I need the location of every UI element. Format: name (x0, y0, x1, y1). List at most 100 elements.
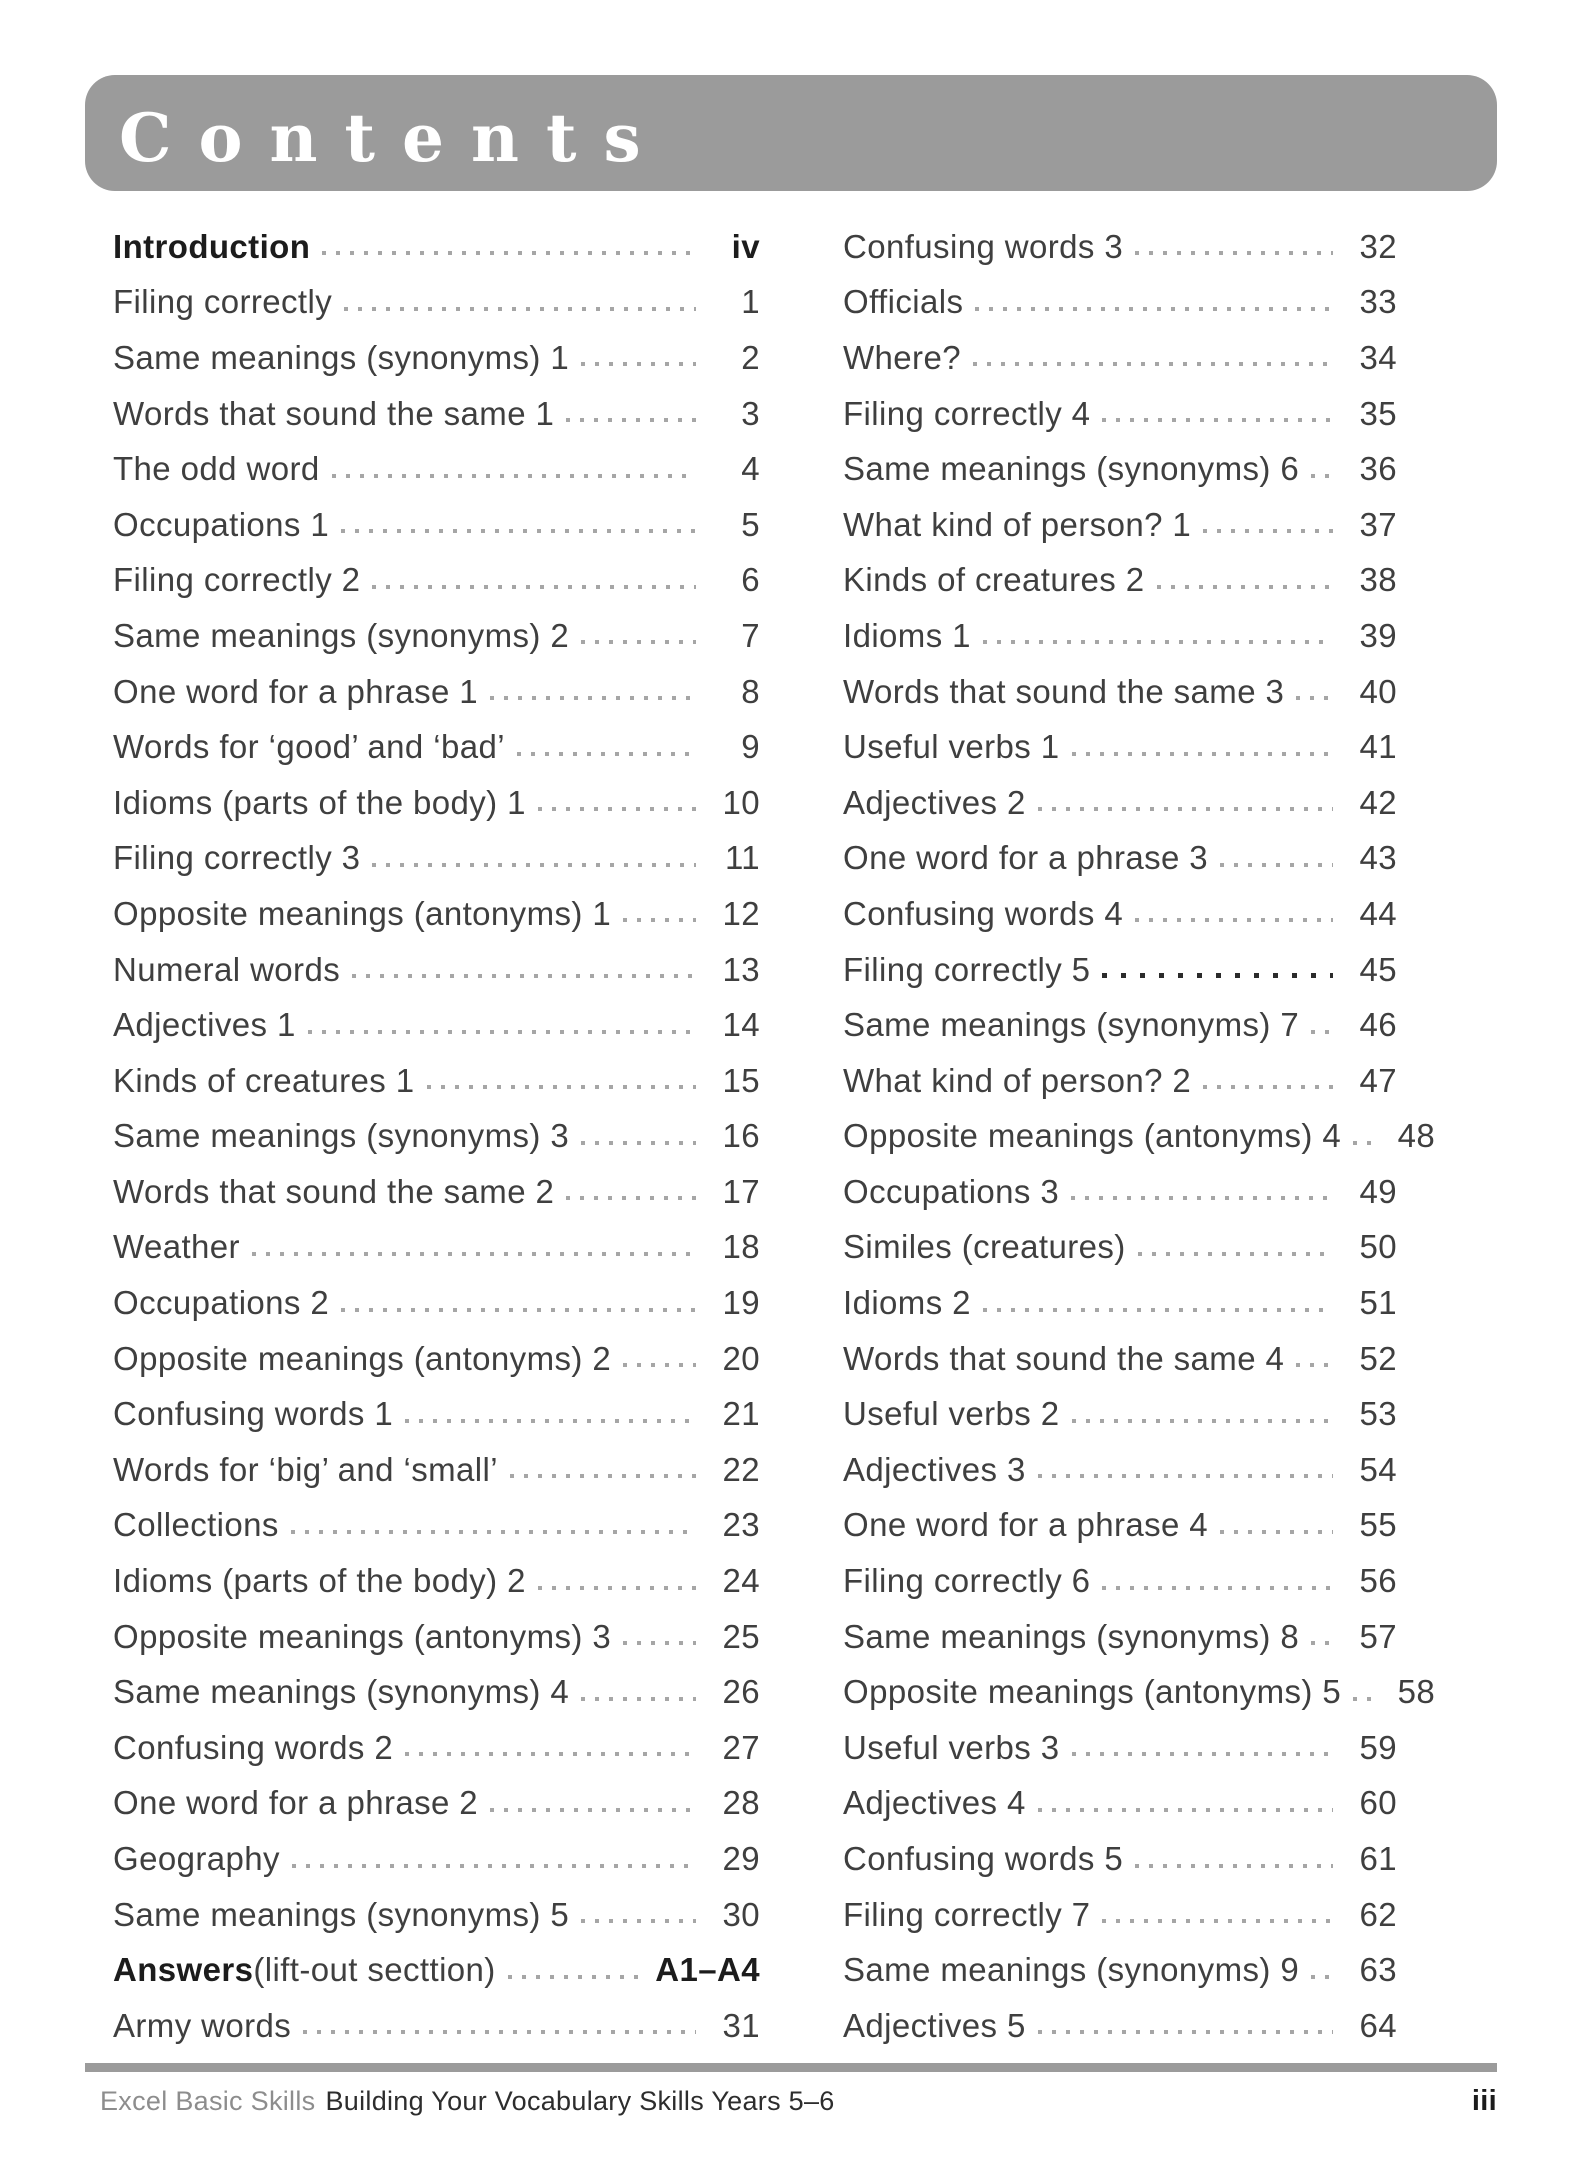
toc-entry-label: Words that sound the same 4 (843, 1339, 1285, 1377)
dotted-leader (623, 1620, 696, 1654)
dotted-leader (507, 1953, 642, 1987)
dotted-leader (341, 508, 696, 542)
dotted-leader (1102, 953, 1333, 987)
toc-entry-label: Words for ‘good’ and ‘bad’ (113, 728, 505, 766)
toc-row: Filing correctly 4 35 (843, 386, 1397, 442)
toc-entry-label: Filing correctly 4 (843, 394, 1091, 432)
toc-row: Similes (creatures) 50 (843, 1220, 1397, 1276)
dotted-leader (1203, 508, 1333, 542)
toc-row: One word for a phrase 4 55 (843, 1498, 1397, 1554)
toc-page-number: 34 (1359, 338, 1397, 376)
toc-row: Same meanings (synonyms) 1 2 (113, 330, 760, 386)
toc-page-number: 33 (1359, 283, 1397, 321)
dotted-leader (566, 397, 696, 431)
toc-page-number: 40 (1359, 672, 1397, 710)
toc-row: Same meanings (synonyms) 9 63 (843, 1942, 1397, 1998)
toc-entry-label: Occupations 2 (113, 1284, 330, 1322)
toc-entry-label: Adjectives 5 (843, 2006, 1026, 2044)
dotted-leader (1135, 897, 1333, 931)
toc-page-number: 36 (1359, 450, 1397, 488)
toc-row: Same meanings (synonyms) 2 7 (113, 608, 760, 664)
toc-row: Army words 31 (113, 1998, 760, 2054)
toc-page-number: 10 (722, 783, 760, 821)
dotted-leader (490, 1786, 696, 1820)
toc-row: Same meanings (synonyms) 8 57 (843, 1609, 1397, 1665)
dotted-leader (1102, 1564, 1333, 1598)
toc-row: Opposite meanings (antonyms) 1 12 (113, 886, 760, 942)
dotted-leader (581, 1898, 696, 1932)
dotted-leader (1311, 1008, 1333, 1042)
toc-page-number: 24 (722, 1562, 760, 1600)
toc-row: Numeral words 13 (113, 942, 760, 998)
toc-row: Opposite meanings (antonyms) 4 48 (843, 1109, 1435, 1165)
toc-row: Officials 33 (843, 275, 1397, 331)
toc-page-number: 4 (741, 450, 760, 488)
toc-columns: Introduction iv Filing correctly 1 Same mean… (113, 219, 1435, 2054)
dotted-leader (972, 341, 1333, 375)
toc-entry-label: Filing correctly 7 (843, 1895, 1091, 1933)
dotted-leader (1037, 786, 1333, 820)
toc-page-number: 51 (1359, 1284, 1397, 1322)
toc-page-number: 55 (1359, 1506, 1397, 1544)
toc-page-number: 7 (741, 616, 760, 654)
toc-entry-label: Same meanings (synonyms) 6 (843, 450, 1300, 488)
toc-entry-label-suffix: (lift-out secttion) (253, 1951, 496, 1989)
toc-row: Kinds of creatures 1 15 (113, 1053, 760, 1109)
toc-page-number: 22 (722, 1450, 760, 1488)
toc-row: Idioms 2 51 (843, 1275, 1397, 1331)
toc-page-number: 2 (741, 338, 760, 376)
toc-entry-label: Opposite meanings (antonyms) 4 (843, 1117, 1342, 1155)
dotted-leader (303, 2009, 696, 2043)
toc-page-number: 57 (1359, 1617, 1397, 1655)
toc-page-number: 25 (722, 1617, 760, 1655)
toc-row: Confusing words 3 32 (843, 219, 1397, 275)
toc-entry-label: What kind of person? 2 (843, 1061, 1192, 1099)
toc-page-number: 37 (1359, 505, 1397, 543)
toc-page-number: 49 (1359, 1172, 1397, 1210)
toc-row: Idioms 1 39 (843, 608, 1397, 664)
toc-page-number: 41 (1359, 728, 1397, 766)
dotted-leader (1353, 1119, 1372, 1153)
toc-page-number: 20 (722, 1339, 760, 1377)
toc-page-number: 26 (722, 1673, 760, 1711)
toc-row: Confusing words 1 21 (113, 1386, 760, 1442)
toc-row: Filing correctly 6 56 (843, 1553, 1397, 1609)
toc-entry-label: Geography (113, 1840, 280, 1878)
toc-page-number: 5 (741, 505, 760, 543)
toc-row: Confusing words 2 27 (113, 1720, 760, 1776)
dotted-leader (1353, 1675, 1372, 1709)
dotted-leader (1203, 1064, 1333, 1098)
toc-entry-label: Adjectives 4 (843, 1784, 1026, 1822)
toc-row: Geography 29 (113, 1831, 760, 1887)
dotted-leader (251, 1230, 696, 1264)
toc-row: Useful verbs 1 41 (843, 719, 1397, 775)
toc-entry-label: Officials (843, 283, 964, 321)
toc-row: Adjectives 2 42 (843, 775, 1397, 831)
toc-entry-label: The odd word (113, 450, 320, 488)
dotted-leader (307, 1008, 696, 1042)
toc-page-number: 63 (1359, 1951, 1397, 1989)
toc-row: Filing correctly 5 45 (843, 942, 1397, 998)
dotted-leader (372, 563, 696, 597)
toc-page-number: 15 (722, 1061, 760, 1099)
dotted-leader (1220, 841, 1333, 875)
toc-page-number: 18 (722, 1228, 760, 1266)
toc-row: One word for a phrase 1 8 (113, 664, 760, 720)
toc-page-number: 54 (1359, 1450, 1397, 1488)
dotted-leader (982, 619, 1333, 653)
toc-row: Same meanings (synonyms) 4 26 (113, 1664, 760, 1720)
dotted-leader (1135, 230, 1333, 264)
toc-page-number: 31 (722, 2006, 760, 2044)
toc-entry-label: Army words (113, 2006, 292, 2044)
dotted-leader (331, 452, 696, 486)
toc-row: Filing correctly 7 62 (843, 1887, 1397, 1943)
toc-row: What kind of person? 1 37 (843, 497, 1397, 553)
dotted-leader (1311, 1953, 1333, 1987)
toc-entry-label: Words that sound the same 2 (113, 1172, 555, 1210)
toc-row: Same meanings (synonyms) 7 46 (843, 997, 1397, 1053)
toc-row: Same meanings (synonyms) 5 30 (113, 1887, 760, 1943)
toc-row: Answers (lift-out secttion) A1–A4 (113, 1942, 760, 1998)
dotted-leader (566, 1175, 696, 1209)
toc-entry-label: Adjectives 1 (113, 1006, 296, 1044)
toc-entry-label: One word for a phrase 1 (113, 672, 479, 710)
